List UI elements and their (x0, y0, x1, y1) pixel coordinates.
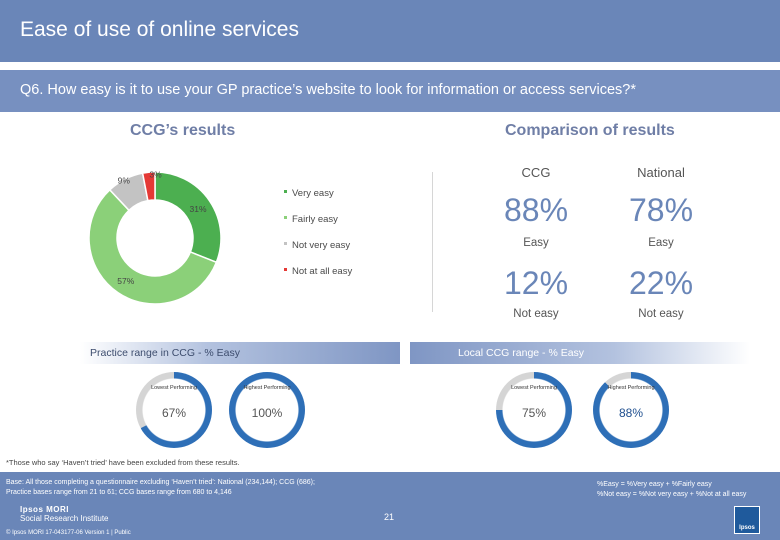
ccg-column-label: CCG (521, 165, 551, 180)
national-column-label: National (637, 165, 685, 180)
national-not-easy-value: 22% (628, 265, 694, 301)
legend-item-not-at-all-easy: Not at all easy (284, 266, 352, 277)
local-range-title: Local CCG range - % Easy (458, 347, 585, 359)
question-text: Q6. How easy is it to use your GP practi… (20, 82, 636, 98)
gauge-label: Lowest Performing (151, 385, 197, 391)
donut-slice-very-easy (154, 171, 222, 264)
gauge-value: 75% (521, 406, 547, 420)
legend-label: Not very easy (292, 240, 351, 251)
corner-logo-text: Ipsos (739, 525, 755, 531)
ccg-not-easy-label: Not easy (513, 308, 559, 320)
donut-data-label: 3% (149, 169, 162, 179)
page-title: Ease of use of online services (20, 18, 299, 41)
donut-data-label: 31% (190, 204, 207, 214)
donut-data-label: 9% (118, 176, 131, 186)
copyright: © Ipsos MORI 17-043177-06 Version 1 | Pu… (6, 530, 131, 536)
legend-item-not-very-easy: Not very easy (284, 240, 350, 251)
local-lowest-gauge: Lowest Performing 75% (496, 372, 572, 448)
ipsos-logo: Ipsos MORI Social Research Institute (20, 505, 109, 523)
practice-highest-gauge: Highest Performing 100% (229, 372, 305, 448)
ccg-results-title: CCG’s results (130, 122, 236, 139)
ccg-not-easy-value: 12% (503, 265, 569, 301)
ccg-easy-value: 88% (503, 192, 569, 228)
practice-range-bar: Practice range in CCG - % Easy (80, 342, 400, 364)
formula-note: %Easy = %Very easy + %Fairly easy %Not e… (597, 480, 746, 500)
practice-range-title: Practice range in CCG - % Easy (90, 347, 240, 359)
legend-label: Not at all easy (292, 266, 353, 277)
donut-slice-not-at-all-easy (141, 171, 156, 202)
divider (432, 172, 433, 312)
footnote: *Those who say ‘Haven’t tried’ have been… (6, 458, 240, 467)
local-range-bar: Local CCG range - % Easy (410, 342, 750, 364)
page-number: 21 (384, 512, 395, 522)
base-note: Base: All those completing a questionnai… (6, 478, 315, 498)
gauge-value: 88% (618, 406, 644, 420)
gauge-label: Highest Performing (607, 385, 655, 391)
practice-lowest-gauge: Lowest Performing 67% (136, 372, 212, 448)
base-line-2: Practice bases range from 21 to 61; CCG … (6, 489, 232, 496)
legend-swatch (284, 267, 287, 271)
formula-line-1: %Easy = %Very easy + %Fairly easy (597, 481, 712, 488)
footer-bar: Base: All those completing a questionnai… (0, 472, 780, 540)
gauge-label: Lowest Performing (511, 385, 557, 391)
logo-line-2: Social Research Institute (20, 514, 109, 523)
legend-swatch (284, 215, 287, 219)
gauge-value: 67% (161, 406, 187, 420)
base-line-1: Base: All those completing a questionnai… (6, 479, 315, 486)
legend-swatch (284, 241, 287, 245)
formula-line-2: %Not easy = %Not very easy + %Not at all… (597, 491, 747, 498)
gauge-value: 100% (251, 406, 283, 420)
ccg-easy-label: Easy (523, 237, 549, 249)
logo-line-1: Ipsos MORI (20, 505, 70, 514)
local-highest-gauge: Highest Performing 88% (593, 372, 669, 448)
national-easy-value: 78% (628, 192, 694, 228)
national-not-easy-label: Not easy (638, 308, 684, 320)
donut-data-label: 57% (117, 276, 134, 286)
legend-swatch (284, 189, 287, 193)
legend-label: Fairly easy (292, 214, 338, 225)
legend-label: Very easy (292, 188, 334, 199)
comparison-title: Comparison of results (505, 122, 675, 139)
question-bar: Q6. How easy is it to use your GP practi… (0, 70, 780, 112)
donut-slice-fairly-easy (88, 188, 218, 305)
legend-item-very-easy: Very easy (284, 188, 334, 199)
national-easy-label: Easy (648, 237, 674, 249)
ipsos-corner-logo: Ipsos (734, 506, 760, 534)
donut-chart: 31% 57% 9% 3% (88, 169, 222, 305)
legend-item-fairly-easy: Fairly easy (284, 214, 338, 225)
gauge-label: Highest Performing (243, 385, 291, 391)
header-bar: Ease of use of online services (0, 0, 780, 62)
